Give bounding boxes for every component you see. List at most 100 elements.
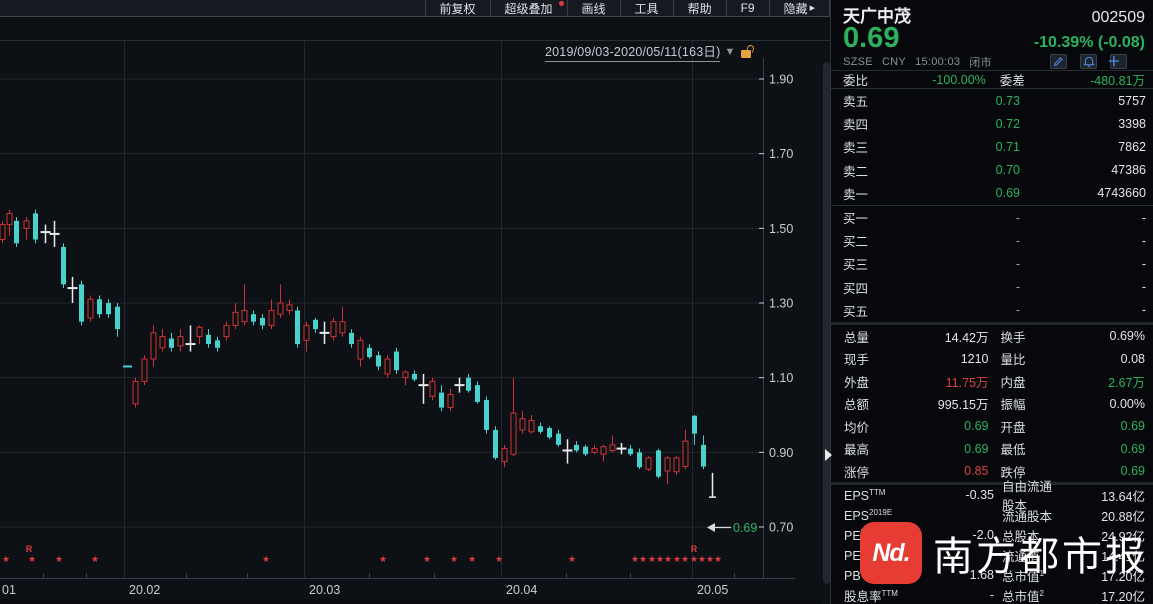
bid-label: 买四: [843, 281, 869, 296]
bid-levels: 买一 - - 买二 - - 买三 - - 买四 - - 买五 - -: [831, 206, 1153, 322]
stat-label: 开盘: [1000, 420, 1026, 435]
stat-label: 均价: [844, 420, 870, 435]
bid-price: -: [1015, 210, 1020, 225]
svg-text:★: ★: [690, 554, 698, 564]
bid-row[interactable]: 买二 - -: [831, 229, 1153, 252]
menu-item-5[interactable]: 帮助: [672, 0, 726, 16]
ask-volume: 47386: [1111, 163, 1146, 178]
svg-text:0.70: 0.70: [769, 520, 793, 534]
stat-label: 涨停: [844, 465, 870, 480]
bid-price: -: [1015, 280, 1020, 295]
stat-row: 最高 0.69 最低 0.69: [831, 437, 1153, 460]
currency-label: CNY: [881, 55, 907, 68]
stat-label: 换手: [1000, 330, 1026, 345]
weibi-label: 委比: [843, 74, 869, 88]
chevron-down-icon[interactable]: ▼: [724, 45, 736, 58]
edit-note-button[interactable]: [1050, 54, 1067, 69]
menu-item-7[interactable]: 隐藏 ▶: [768, 0, 830, 16]
bid-label: 买三: [843, 258, 869, 273]
svg-text:1.10: 1.10: [769, 371, 793, 385]
ask-row[interactable]: 卖五 0.73 5757: [831, 89, 1153, 112]
fin-label: PBLF: [844, 567, 871, 583]
stat-value: 2.67万: [1108, 375, 1145, 390]
svg-text:20.02: 20.02: [129, 583, 160, 597]
ask-row[interactable]: 卖四 0.72 3398: [831, 112, 1153, 135]
stat-label: 内盘: [1000, 375, 1026, 390]
menu-item-4[interactable]: 工具: [619, 0, 673, 16]
panel-gutter: [823, 62, 830, 584]
stat-label: 最低: [1000, 443, 1026, 458]
chevron-right-icon: [824, 448, 832, 461]
menu-item-label: 工具: [634, 1, 659, 16]
fin-label: EPSTTM: [844, 487, 886, 503]
svg-text:R: R: [691, 544, 698, 554]
stat-value: 0.69: [1120, 441, 1145, 456]
fin-value: 17.20亿: [1101, 569, 1145, 584]
menu-item-6[interactable]: F9: [725, 0, 769, 16]
menu-bar: 前复权 超级叠加 画线 工具 帮助 F9 隐藏 ▶: [0, 0, 830, 17]
bid-row[interactable]: 买五 - -: [831, 299, 1153, 322]
stat-value: 0.69: [964, 419, 989, 434]
stock-code: 002509: [1091, 9, 1145, 26]
ask-price: 0.69: [995, 186, 1020, 201]
chevron-right-icon: ▶: [809, 5, 815, 12]
menu-item-3[interactable]: 画线: [566, 0, 620, 16]
bid-label: 买五: [843, 304, 869, 319]
menu-item-label: 隐藏: [783, 1, 808, 16]
financial-row: 股息率TTM - 总市值2 17.20亿: [831, 585, 1153, 604]
ask-label: 卖五: [843, 95, 869, 110]
financial-row: PETTM -2.0 总股本 24.92亿: [831, 525, 1153, 545]
stat-value: 11.75万: [945, 375, 989, 390]
add-to-watchlist-button[interactable]: ＋: [1107, 53, 1127, 69]
menu-item-label: 超级叠加: [504, 1, 553, 16]
price-alert-button[interactable]: [1080, 54, 1097, 69]
fin-value: -2.0: [972, 528, 994, 543]
svg-text:★: ★: [681, 554, 689, 564]
ask-row[interactable]: 卖二 0.70 47386: [831, 159, 1153, 182]
ask-row[interactable]: 卖一 0.69 4743660: [831, 182, 1153, 205]
weicha-label: 委差: [999, 74, 1025, 88]
stat-label: 总量: [844, 330, 870, 345]
bid-row[interactable]: 买一 - -: [831, 206, 1153, 229]
fin-value: -0.35: [965, 488, 995, 503]
stat-value: 14.42万: [944, 330, 989, 345]
svg-text:★: ★: [495, 554, 503, 564]
svg-text:★: ★: [673, 554, 681, 564]
stat-label: 最高: [844, 443, 870, 458]
svg-text:★: ★: [631, 554, 639, 564]
svg-text:20.05: 20.05: [697, 583, 728, 597]
fin-value: 20.88亿: [1101, 509, 1145, 524]
pencil-icon: [1053, 57, 1063, 67]
stat-value: 0.00%: [1109, 396, 1145, 411]
stat-label: 总额: [844, 398, 870, 413]
ask-volume: 4743660: [1097, 186, 1146, 201]
candlestick-chart[interactable]: 1.90 1.70 1.50 1.30 1.10 0.90 0.70 01 20.02 20.03…: [0, 0, 830, 604]
menu-item-1[interactable]: 前复权: [424, 0, 490, 16]
plus-icon: ＋: [1107, 53, 1121, 69]
svg-text:★: ★: [664, 554, 672, 564]
bid-row[interactable]: 买四 - -: [831, 276, 1153, 299]
bid-volume: -: [1141, 280, 1146, 295]
svg-text:★: ★: [568, 554, 576, 564]
svg-text:★: ★: [648, 554, 656, 564]
fin-label: 总市值1: [1002, 568, 1044, 584]
panel-collapse-handle[interactable]: [822, 446, 834, 463]
ask-row[interactable]: 卖三 0.71 7862: [831, 135, 1153, 158]
svg-text:★: ★: [639, 554, 647, 564]
ask-volume: 7862: [1118, 139, 1146, 154]
svg-text:1.50: 1.50: [769, 222, 793, 236]
unlock-icon[interactable]: [741, 44, 756, 58]
svg-text:★: ★: [423, 554, 431, 564]
bid-volume: -: [1141, 303, 1146, 318]
stock-name: 天广中茂: [843, 7, 911, 26]
fin-value: 13.64亿: [1101, 489, 1145, 504]
svg-text:★: ★: [55, 554, 63, 564]
menu-item-2[interactable]: 超级叠加: [489, 0, 567, 16]
svg-text:★: ★: [28, 554, 36, 564]
svg-text:★: ★: [698, 554, 706, 564]
bid-volume: -: [1141, 256, 1146, 271]
bid-row[interactable]: 买三 - -: [831, 252, 1153, 275]
date-range-control[interactable]: 2019/09/03-2020/05/11(163日) ▼: [545, 41, 795, 62]
stat-value: 0.08: [1120, 351, 1145, 366]
fin-label: 自由流通股本: [1002, 480, 1053, 514]
